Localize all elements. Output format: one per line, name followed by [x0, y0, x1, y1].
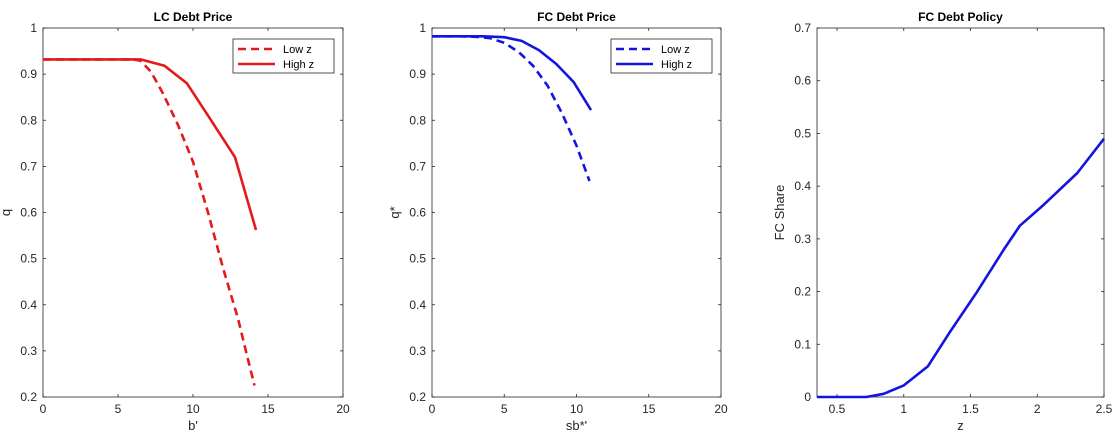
- chart-panel-1: 0 5 10 15 20 0.2 0.3 0.4 0.5 0.6 0.7 0.8 0.9 1 LC Debt…: [0, 10, 350, 433]
- x-tick-label: 15: [642, 402, 656, 416]
- x-tick-label: 5: [501, 402, 508, 416]
- plot-area: [816, 27, 1105, 398]
- y-tick-label: 0.2: [794, 285, 811, 299]
- y-tick-label: 0.9: [409, 67, 426, 81]
- x-tick-label: 15: [261, 402, 275, 416]
- legend-box: [232, 38, 335, 74]
- y-axis-label: FC Share: [772, 185, 787, 241]
- y-tick-label: 0: [804, 390, 811, 404]
- x-tick-label: 0: [429, 402, 436, 416]
- legend-label: Low z: [283, 44, 312, 56]
- y-tick-label: 0.4: [794, 179, 811, 193]
- x-axis-label: sb*': [566, 418, 587, 433]
- chart-title: LC Debt Price: [154, 10, 233, 24]
- x-tick-label: 20: [336, 402, 350, 416]
- x-tick-label: 10: [570, 402, 584, 416]
- y-tick-label: 0.3: [409, 344, 426, 358]
- plot-area: [431, 27, 722, 398]
- chart-title: FC Debt Policy: [918, 10, 1003, 24]
- y-tick-label: 0.2: [409, 390, 426, 404]
- legend-label: High z: [283, 59, 314, 71]
- y-tick-label: 1: [30, 21, 37, 35]
- chart-panel-2: 0 5 10 15 20 0.2 0.3 0.4 0.5 0.6 0.7 0.8 0.9 1 FC Debt…: [387, 10, 728, 433]
- x-tick-label: 0.5: [829, 402, 846, 416]
- y-tick-label: 0.7: [794, 21, 811, 35]
- series-line-1: [817, 137, 1106, 399]
- y-tick-label: 0.4: [20, 298, 37, 312]
- legend-label: Low z: [661, 44, 690, 56]
- legend-label: High z: [661, 59, 692, 71]
- legend: Low z High z: [232, 38, 335, 74]
- x-axis-label: b': [188, 418, 198, 433]
- x-tick-label: 5: [115, 402, 122, 416]
- y-tick-label: 0.5: [794, 126, 811, 140]
- y-tick-label: 0.5: [20, 252, 37, 266]
- y-tick-label: 1: [419, 21, 426, 35]
- chart-title: FC Debt Price: [537, 10, 616, 24]
- y-axis-label: q*: [387, 206, 402, 218]
- y-tick-label: 0.6: [794, 74, 811, 88]
- x-tick-label: 1: [900, 402, 907, 416]
- y-tick-label: 0.4: [409, 298, 426, 312]
- y-tick-label: 0.3: [794, 232, 811, 246]
- plot-area: [42, 27, 344, 398]
- y-tick-label: 0.6: [20, 206, 37, 220]
- y-tick-label: 0.2: [20, 390, 37, 404]
- y-tick-label: 0.8: [20, 113, 37, 127]
- y-tick-label: 0.9: [20, 67, 37, 81]
- series-line-2: [432, 35, 593, 111]
- y-tick-label: 0.3: [20, 344, 37, 358]
- y-tick-label: 0.7: [409, 159, 426, 173]
- x-tick-label: 10: [186, 402, 200, 416]
- x-tick-label: 2.5: [1096, 402, 1113, 416]
- y-tick-label: 0.5: [409, 252, 426, 266]
- x-axis-label: z: [957, 418, 964, 433]
- y-axis-label: q: [0, 209, 13, 216]
- y-tick-label: 0.6: [409, 206, 426, 220]
- y-tick-label: 0.1: [794, 337, 811, 351]
- x-tick-label: 20: [714, 402, 728, 416]
- y-tick-label: 0.7: [20, 159, 37, 173]
- x-tick-label: 1.5: [962, 402, 979, 416]
- y-tick-label: 0.8: [409, 113, 426, 127]
- x-tick-label: 0: [40, 402, 47, 416]
- legend: Low z High z: [610, 38, 713, 74]
- x-tick-label: 2: [1034, 402, 1041, 416]
- series-line-2: [43, 58, 258, 231]
- chart-panel-3: 0.5 1 1.5 2 2.5 0 0.1 0.2 0.3 0.4 0.5 0.6 0.7 FC Debt…: [772, 10, 1113, 433]
- legend-box: [610, 38, 713, 74]
